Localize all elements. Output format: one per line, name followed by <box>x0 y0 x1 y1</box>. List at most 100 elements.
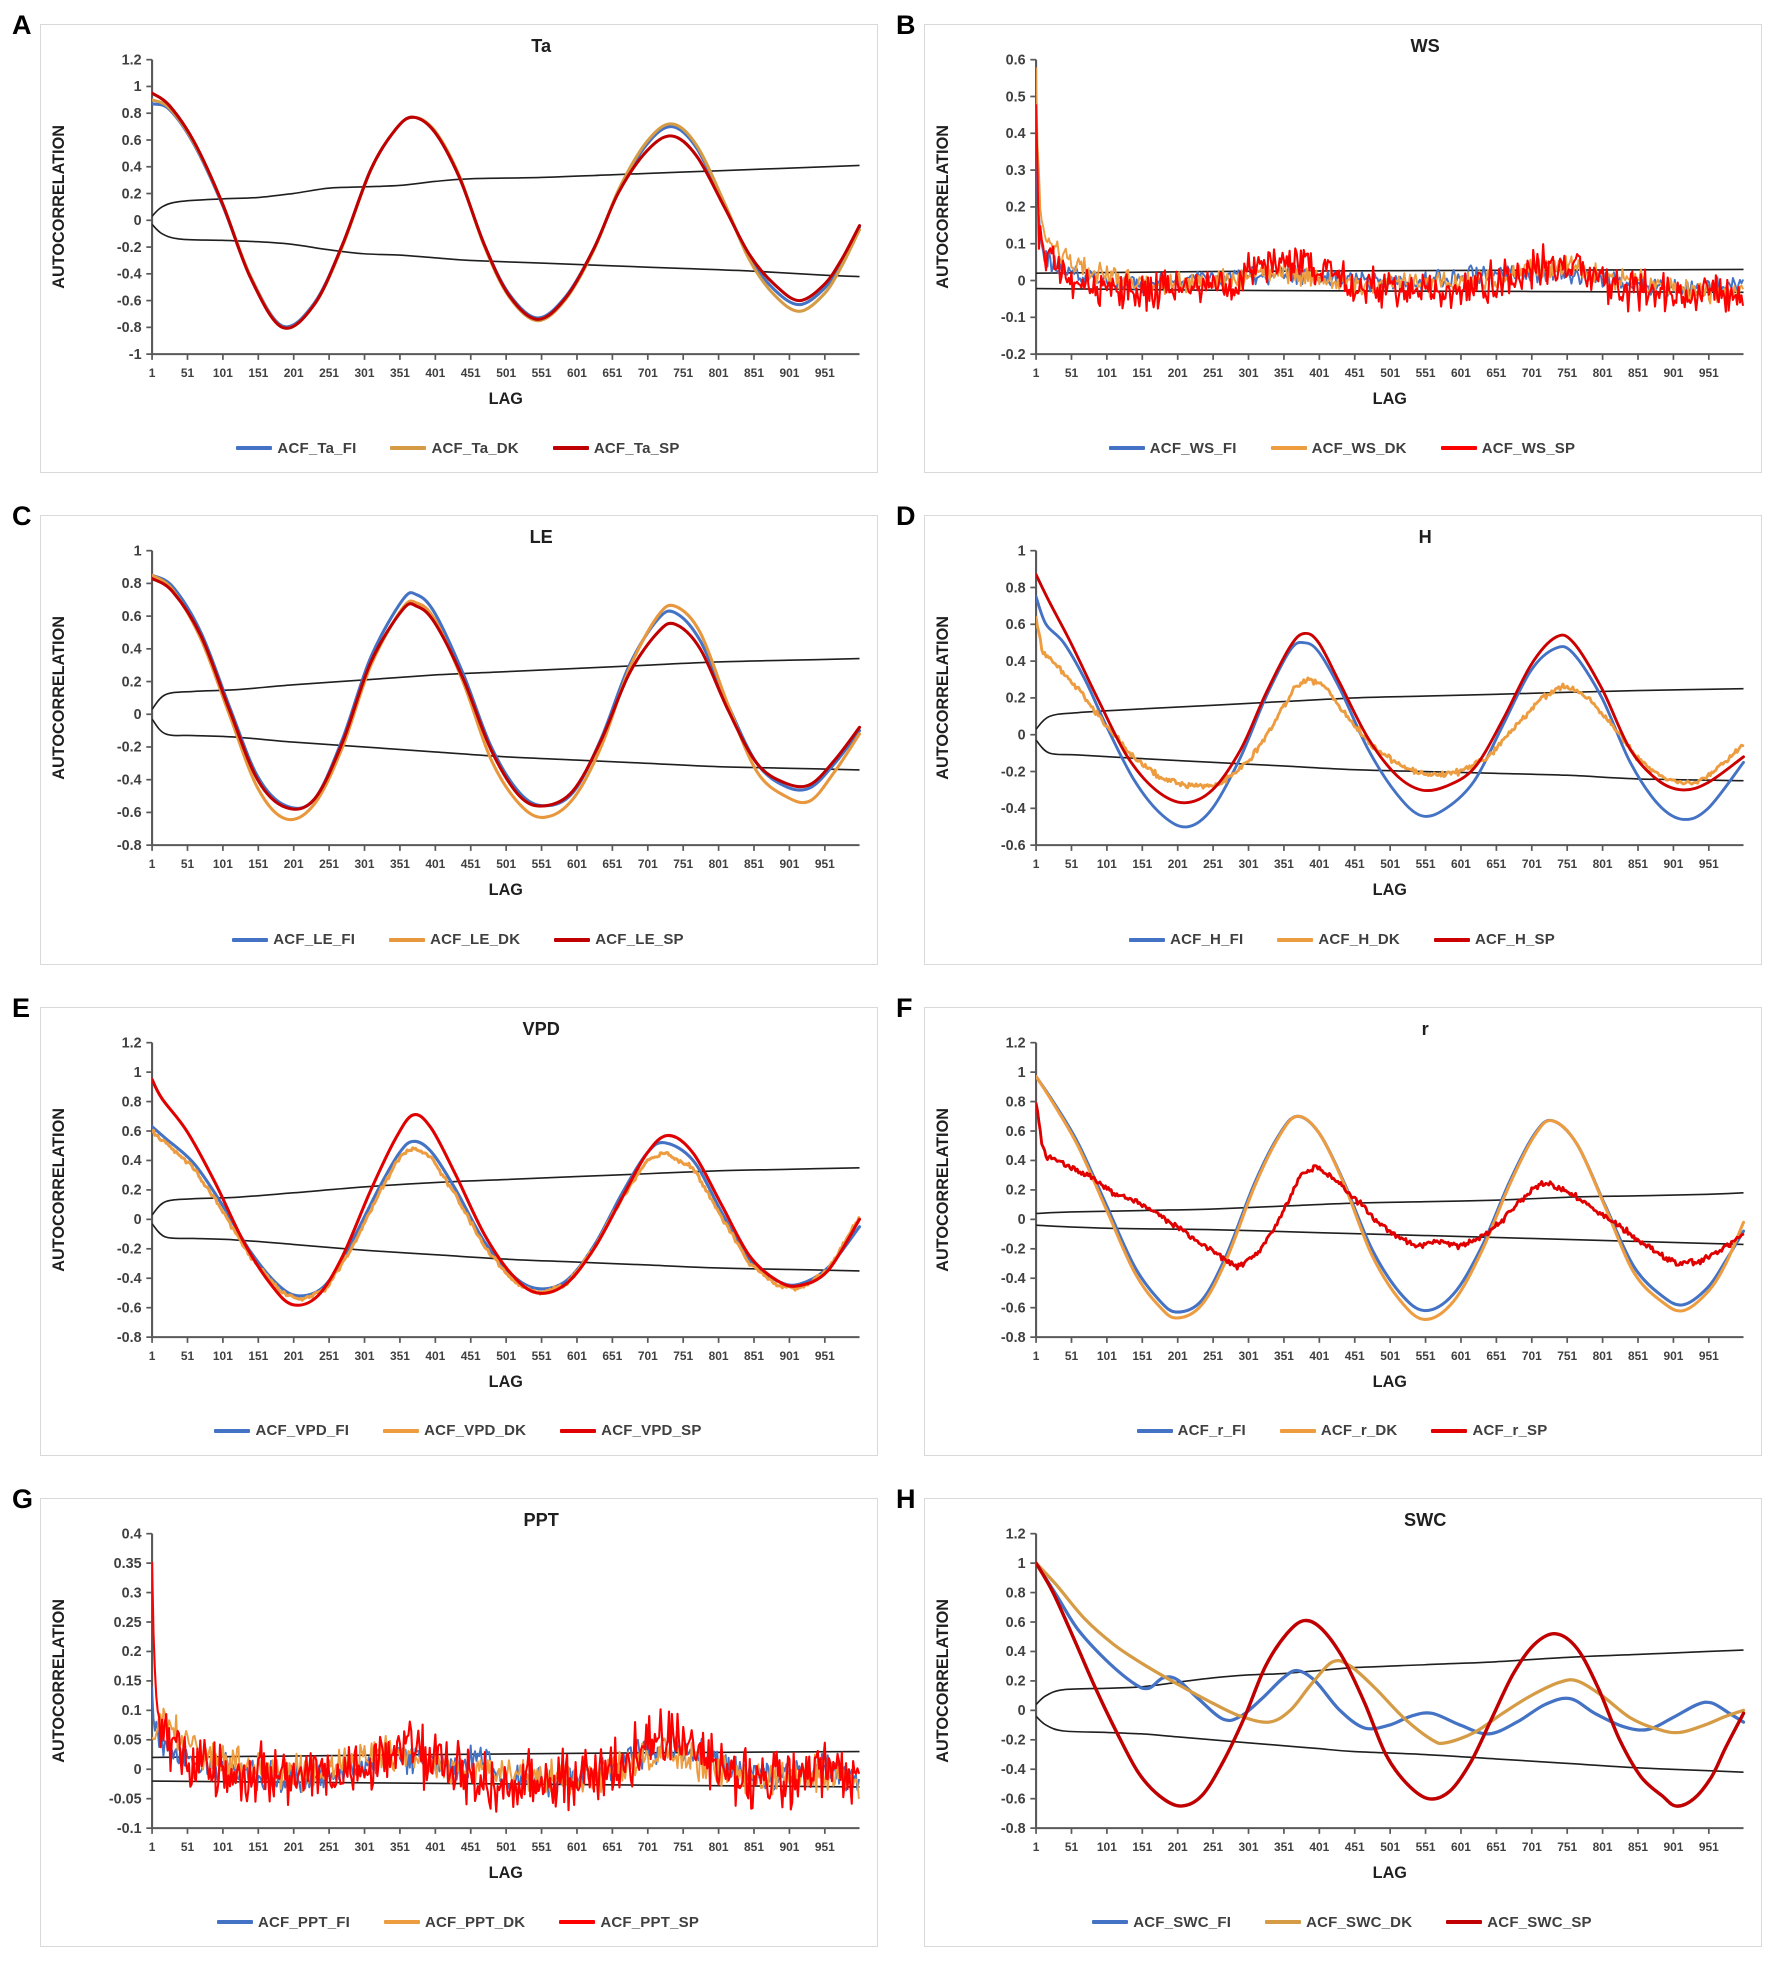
y-tick-label: 0.8 <box>122 576 142 592</box>
x-tick-label: 351 <box>390 857 410 871</box>
legend-label: ACF_VPD_DK <box>424 1422 527 1440</box>
x-tick-label: 151 <box>1132 1349 1152 1363</box>
x-axis-label: LAG <box>489 1864 523 1882</box>
y-tick-label: -0.6 <box>117 1300 142 1316</box>
legend-swatch <box>552 446 589 451</box>
y-tick-label: 0 <box>134 1762 142 1778</box>
x-tick-label: 251 <box>319 1349 339 1363</box>
x-tick-label: 751 <box>1557 1840 1577 1854</box>
legend-label: ACF_LE_DK <box>430 931 521 949</box>
legend-item: ACF_r_DK <box>1279 1422 1398 1439</box>
legend-swatch <box>216 1920 253 1925</box>
x-tick-label: 701 <box>1522 366 1542 380</box>
y-tick-label: 0.8 <box>1006 581 1026 597</box>
x-tick-label: 901 <box>779 857 799 871</box>
legend-swatch <box>1279 1428 1316 1433</box>
legend-swatch <box>236 446 273 451</box>
legend-label: ACF_SWC_FI <box>1133 1913 1232 1931</box>
legend-label: ACF_PPT_SP <box>600 1913 700 1931</box>
y-tick-label: 0.1 <box>122 1703 142 1719</box>
legend-label: ACF_H_DK <box>1318 931 1400 949</box>
legend-swatch <box>232 937 269 942</box>
y-tick-label: -0.2 <box>1001 1241 1026 1257</box>
legend: ACF_r_FI ACF_r_DK ACF_r_SP <box>929 1411 1755 1451</box>
x-tick-label: 651 <box>602 1840 622 1854</box>
x-tick-label: 751 <box>673 366 693 380</box>
legend: ACF_SWC_FI ACF_SWC_DK ACF_SWC_SP <box>929 1902 1755 1942</box>
y-tick-label: 0.4 <box>1006 654 1026 670</box>
legend-item: ACF_VPD_FI <box>214 1422 349 1439</box>
legend-swatch <box>560 1428 597 1433</box>
x-tick-label: 701 <box>638 857 658 871</box>
x-tick-label: 701 <box>638 1349 658 1363</box>
legend-label: ACF_WS_FI <box>1149 439 1237 457</box>
x-tick-label: 551 <box>532 857 552 871</box>
x-tick-label: 251 <box>319 366 339 380</box>
y-tick-label: 0.1 <box>1006 236 1026 252</box>
legend-label: ACF_WS_SP <box>1481 439 1576 457</box>
x-tick-label: 651 <box>602 857 622 871</box>
panel-letter: E <box>12 992 31 1023</box>
legend: ACF_VPD_FI ACF_VPD_DK ACF_VPD_SP <box>45 1411 871 1451</box>
legend-item: ACF_WS_DK <box>1270 440 1407 457</box>
y-tick-label: 0.2 <box>122 1644 142 1660</box>
series-line-ACF_r_DK <box>1036 1074 1746 1321</box>
x-tick-label: 951 <box>815 366 835 380</box>
chart-title: Ta <box>531 36 552 56</box>
x-tick-label: 651 <box>602 366 622 380</box>
legend-swatch <box>1108 446 1145 451</box>
x-tick-label: 801 <box>1593 857 1613 871</box>
panel-letter: C <box>12 501 32 532</box>
y-tick-label: 0 <box>1018 273 1026 289</box>
x-tick-label: 301 <box>1239 366 1259 380</box>
series-line-ACF_PPT_SP <box>152 1561 860 1813</box>
x-tick-label: 501 <box>1380 857 1400 871</box>
x-tick-label: 801 <box>1593 1840 1613 1854</box>
legend-label: ACF_LE_FI <box>273 931 356 949</box>
x-tick-label: 351 <box>1274 366 1294 380</box>
x-tick-label: 601 <box>567 366 587 380</box>
y-tick-label: 0.6 <box>122 609 142 625</box>
confidence-bound-lower <box>1036 1715 1744 1773</box>
y-tick-label: 0.2 <box>1006 1182 1026 1198</box>
y-tick-label: 0 <box>1018 728 1026 744</box>
acf-plot: Ta AUTOCORRELATION 1.2 1 0.8 0.6 0.4 0.2 0 -0.2 -0… <box>50 36 862 408</box>
y-tick-label: 0.4 <box>1006 1153 1026 1169</box>
y-tick-label: 0.35 <box>114 1556 142 1572</box>
y-tick-label: 0.15 <box>114 1673 142 1689</box>
x-tick-label: 401 <box>1309 366 1329 380</box>
x-tick-label: 551 <box>532 1349 552 1363</box>
x-tick-label: 351 <box>390 1840 410 1854</box>
x-tick-label: 1 <box>149 366 156 380</box>
confidence-bound-upper <box>1036 688 1744 731</box>
x-tick-label: 751 <box>673 857 693 871</box>
x-tick-label: 751 <box>1557 857 1577 871</box>
y-tick-label: -0.8 <box>1001 1821 1026 1837</box>
x-tick-label: 851 <box>744 857 764 871</box>
y-axis-label: AUTOCORRELATION <box>934 616 952 780</box>
x-tick-label: 851 <box>1628 1840 1648 1854</box>
x-tick-label: 101 <box>213 1349 233 1363</box>
x-axis-label: LAG <box>489 1372 523 1390</box>
x-tick-label: 501 <box>496 1349 516 1363</box>
x-tick-label: 501 <box>1380 366 1400 380</box>
x-tick-label: 301 <box>355 366 375 380</box>
y-tick-label: 0.8 <box>122 106 142 122</box>
legend: ACF_H_FI ACF_H_DK ACF_H_SP <box>929 920 1755 960</box>
x-tick-label: 601 <box>1451 857 1471 871</box>
x-tick-label: 351 <box>390 1349 410 1363</box>
series-line-ACF_SWC_DK <box>1036 1561 1746 1745</box>
legend: ACF_Ta_FI ACF_Ta_DK ACF_Ta_SP <box>45 429 871 469</box>
x-tick-label: 751 <box>1557 366 1577 380</box>
confidence-bound-upper <box>1036 1191 1744 1214</box>
x-tick-label: 351 <box>1274 857 1294 871</box>
legend-item: ACF_WS_SP <box>1440 439 1576 457</box>
y-tick-label: 1.2 <box>1006 1526 1026 1542</box>
x-tick-label: 901 <box>779 1349 799 1363</box>
legend-swatch <box>1265 1920 1302 1925</box>
legend-label: ACF_LE_SP <box>595 931 684 949</box>
x-tick-label: 151 <box>1132 366 1152 380</box>
panel-letter: H <box>896 1483 916 1514</box>
x-tick-label: 101 <box>213 1840 233 1854</box>
x-tick-label: 51 <box>181 366 195 380</box>
